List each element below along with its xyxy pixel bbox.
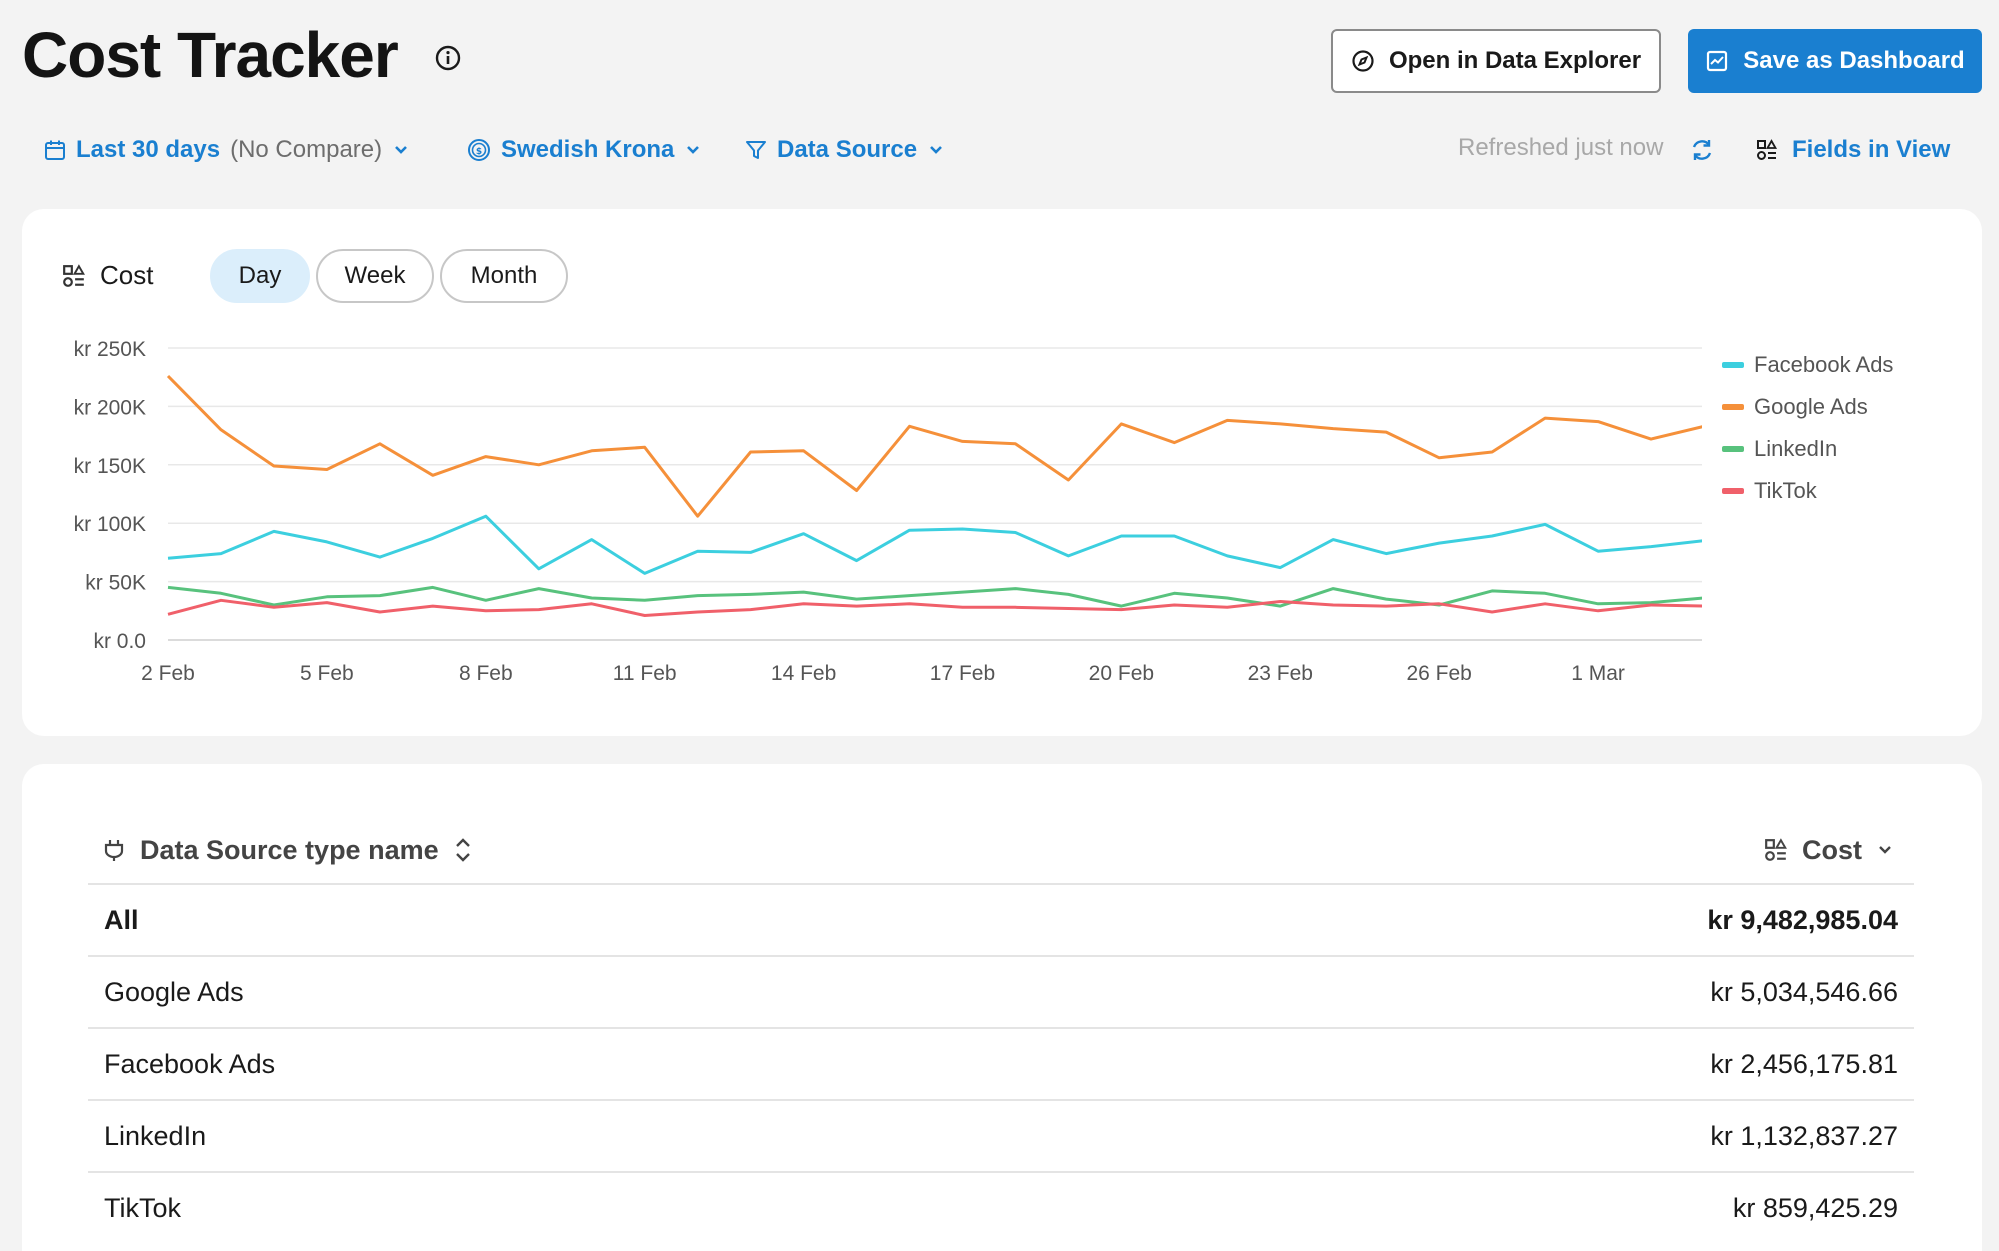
x-tick-label: 23 Feb: [1248, 662, 1313, 685]
compare-label: (No Compare): [230, 136, 383, 163]
row-name: Facebook Ads: [104, 1048, 276, 1079]
row-cost: kr 1,132,837.27: [1710, 1120, 1898, 1151]
series-line-facebook-ads[interactable]: [167, 514, 1702, 575]
column-header-cost[interactable]: Cost: [1764, 830, 1894, 870]
legend-label: Facebook Ads: [1754, 352, 1894, 377]
date-range-filter[interactable]: Last 30 days (No Compare): [44, 132, 410, 168]
currency-label: Swedish Krona: [501, 136, 675, 163]
data-source-filter[interactable]: Data Source: [745, 132, 945, 168]
y-tick-label: kr 250K: [74, 338, 146, 361]
legend-swatch: [1722, 488, 1744, 494]
y-tick-label: kr 150K: [74, 455, 146, 478]
period-toggle-week[interactable]: Week: [316, 249, 434, 303]
page-title: Cost Tracker: [22, 19, 399, 91]
series-line-tiktok[interactable]: [167, 598, 1702, 617]
refresh-icon[interactable]: [1688, 136, 1716, 164]
calendar-icon: [44, 139, 66, 161]
chevron-down-icon: [684, 141, 702, 159]
x-tick-label: 17 Feb: [930, 662, 995, 685]
row-cost: kr 859,425.29: [1732, 1192, 1898, 1223]
fields-in-view-button[interactable]: Fields in View: [1756, 132, 1950, 168]
row-name: TikTok: [104, 1192, 182, 1223]
column-header-data-source[interactable]: Data Source type name: [102, 830, 473, 870]
x-tick-label: 5 Feb: [300, 662, 354, 685]
metric-name: Cost: [100, 260, 154, 290]
chart-metric-label: Cost: [62, 260, 153, 291]
sort-icon: [453, 836, 473, 864]
row-cost: kr 9,482,985.04: [1707, 904, 1898, 935]
x-tick-label: 2 Feb: [141, 662, 195, 685]
open-in-data-explorer-button[interactable]: Open in Data Explorer: [1331, 29, 1661, 93]
legend-item[interactable]: Google Ads: [1722, 386, 1893, 428]
legend-label: Google Ads: [1754, 394, 1868, 419]
row-name: Google Ads: [104, 976, 244, 1007]
cost-line-chart: kr 0.0 kr 50K kr 100K kr 150K kr 200K kr 250K…: [74, 338, 1702, 685]
dashboard-chart-icon: [1705, 49, 1729, 73]
row-name: LinkedIn: [104, 1120, 207, 1151]
y-tick-label: kr 50K: [85, 572, 146, 595]
plug-icon: [102, 838, 126, 862]
date-range-label: Last 30 days: [76, 136, 221, 163]
x-tick-label: 26 Feb: [1406, 662, 1471, 685]
legend-item[interactable]: Facebook Ads: [1722, 344, 1893, 386]
y-tick-label: kr 100K: [74, 513, 146, 536]
chart-legend: Facebook Ads Google Ads LinkedIn TikTok: [1722, 344, 1893, 512]
legend-item[interactable]: LinkedIn: [1722, 428, 1893, 470]
x-tick-label: 20 Feb: [1089, 662, 1154, 685]
chevron-down-icon: [927, 141, 945, 159]
legend-label: TikTok: [1754, 478, 1817, 503]
table-row-total[interactable]: All kr 9,482,985.04: [88, 883, 1914, 955]
legend-label: LinkedIn: [1754, 436, 1838, 461]
table-row[interactable]: Facebook Ads kr 2,456,175.81: [88, 1027, 1914, 1099]
currency-filter[interactable]: $ Swedish Krona: [467, 132, 702, 168]
x-tick-label: 11 Feb: [613, 662, 677, 685]
table-row[interactable]: LinkedIn kr 1,132,837.27: [88, 1099, 1914, 1171]
series-line-linkedin[interactable]: [167, 585, 1702, 608]
column-header-data-source-label: Data Source type name: [140, 834, 439, 865]
x-tick-label: 14 Feb: [771, 662, 836, 685]
y-tick-label: kr 200K: [74, 396, 146, 419]
info-icon[interactable]: [434, 44, 462, 72]
refreshed-status: Refreshed just now: [1458, 134, 1664, 161]
legend-item[interactable]: TikTok: [1722, 470, 1893, 512]
save-as-dashboard-label: Save as Dashboard: [1743, 47, 1965, 74]
fields-in-view-label: Fields in View: [1792, 136, 1951, 163]
filter-icon: [745, 139, 767, 161]
chevron-down-icon: [1876, 841, 1894, 859]
legend-swatch: [1722, 362, 1744, 368]
row-cost: kr 2,456,175.81: [1710, 1048, 1898, 1079]
data-source-label: Data Source: [777, 136, 918, 163]
currency-icon: $: [467, 138, 491, 162]
open-in-data-explorer-label: Open in Data Explorer: [1388, 47, 1642, 74]
save-as-dashboard-button[interactable]: Save as Dashboard: [1688, 29, 1982, 93]
fields-icon: [1756, 139, 1778, 161]
row-cost: kr 5,034,546.66: [1710, 976, 1898, 1007]
x-tick-label: 1 Mar: [1571, 662, 1625, 685]
metric-icon: [1764, 838, 1788, 862]
legend-swatch: [1722, 446, 1744, 452]
metric-icon: [62, 263, 86, 288]
svg-text:$: $: [476, 147, 482, 157]
period-toggle-day[interactable]: Day: [210, 249, 310, 303]
x-tick-label: 8 Feb: [459, 662, 513, 685]
data-source-table-card: [22, 764, 1982, 1251]
table-row[interactable]: TikTok kr 859,425.29: [88, 1171, 1914, 1243]
series-line-google-ads[interactable]: [166, 374, 1702, 518]
chevron-down-icon: [392, 141, 410, 159]
row-name: All: [104, 904, 139, 935]
compass-icon: [1351, 49, 1375, 73]
table-row[interactable]: Google Ads kr 5,034,546.66: [88, 955, 1914, 1027]
y-tick-label: kr 0.0: [93, 630, 146, 653]
period-toggle-month[interactable]: Month: [440, 249, 568, 303]
legend-swatch: [1722, 404, 1744, 410]
column-header-cost-label: Cost: [1802, 834, 1862, 865]
